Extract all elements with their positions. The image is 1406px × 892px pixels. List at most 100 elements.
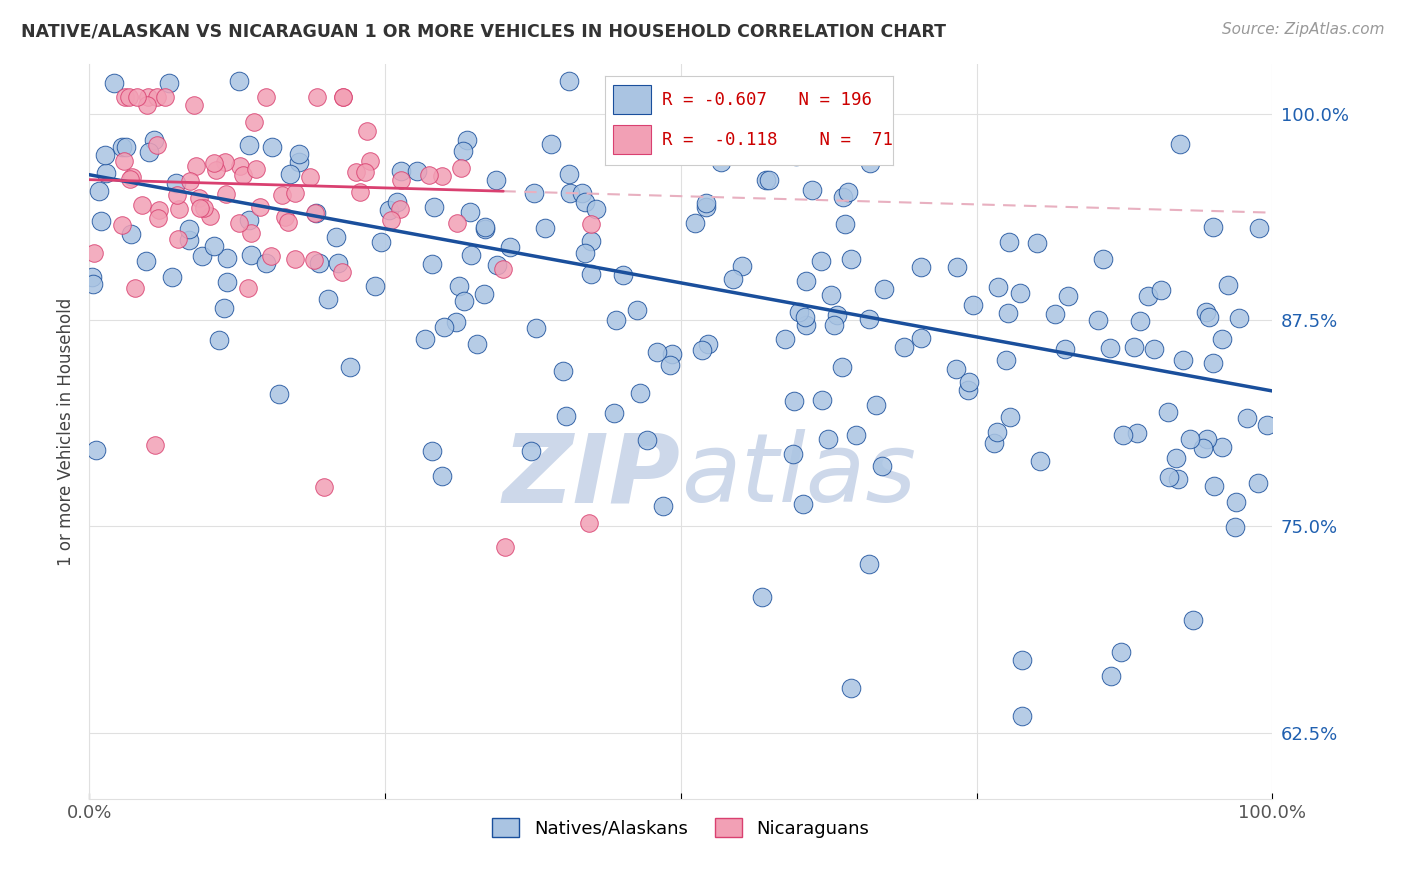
Point <box>370 235 392 250</box>
Point <box>413 332 436 346</box>
Point <box>1180 432 1202 446</box>
Legend: Natives/Alaskans, Nicaraguans: Natives/Alaskans, Nicaraguans <box>485 811 876 845</box>
Point <box>986 425 1008 439</box>
Point <box>1192 441 1215 455</box>
Point <box>1087 312 1109 326</box>
Point <box>232 168 254 182</box>
Point <box>304 205 326 219</box>
Point <box>1000 410 1022 425</box>
Point <box>312 480 335 494</box>
Point <box>794 310 817 324</box>
Point <box>214 155 236 169</box>
Point <box>236 281 259 295</box>
Point <box>254 256 277 270</box>
Point <box>356 124 378 138</box>
Point <box>422 443 444 458</box>
Point <box>1211 332 1233 346</box>
Point <box>659 358 682 372</box>
Point <box>1201 220 1223 235</box>
Point <box>626 303 648 318</box>
Point <box>308 256 330 270</box>
Point <box>1218 278 1240 293</box>
Point <box>121 169 143 184</box>
Point <box>103 76 125 90</box>
Point <box>578 516 600 530</box>
Point <box>423 200 446 214</box>
Text: R = -0.607   N = 196: R = -0.607 N = 196 <box>662 91 872 109</box>
Point <box>339 360 361 375</box>
Point <box>1181 613 1204 627</box>
Point <box>94 148 117 162</box>
Point <box>215 187 238 202</box>
Point <box>1129 314 1152 328</box>
Point <box>359 154 381 169</box>
Point <box>1143 342 1166 356</box>
Point <box>571 186 593 200</box>
Point <box>118 90 141 104</box>
Point <box>758 173 780 187</box>
Point <box>96 166 118 180</box>
Point <box>447 278 470 293</box>
Y-axis label: 1 or more Vehicles in Household: 1 or more Vehicles in Household <box>58 297 75 566</box>
Point <box>785 149 807 163</box>
Point <box>834 217 856 231</box>
Point <box>304 252 326 267</box>
Point <box>695 200 717 214</box>
Point <box>183 97 205 112</box>
Point <box>1168 136 1191 151</box>
Point <box>474 220 496 235</box>
Point <box>661 346 683 360</box>
Point <box>274 211 297 225</box>
Point <box>1092 252 1115 267</box>
Point <box>418 168 440 182</box>
Point <box>318 292 340 306</box>
Point <box>636 433 658 447</box>
Point <box>288 154 311 169</box>
Point <box>146 211 169 225</box>
Point <box>229 159 252 173</box>
Text: R =  -0.118    N =  71: R = -0.118 N = 71 <box>662 131 893 149</box>
Point <box>1054 342 1077 356</box>
Point <box>1211 440 1233 454</box>
Point <box>120 227 142 241</box>
Point <box>492 262 515 277</box>
Point <box>389 164 412 178</box>
Point <box>380 213 402 227</box>
Point <box>166 187 188 202</box>
Point <box>208 333 231 347</box>
Point <box>494 540 516 554</box>
Point <box>678 135 700 149</box>
Point <box>817 432 839 446</box>
Point <box>188 201 211 215</box>
Point <box>839 252 862 266</box>
Point <box>534 221 557 235</box>
Point <box>138 145 160 159</box>
Point <box>794 318 817 333</box>
Point <box>870 458 893 473</box>
Point <box>1099 669 1122 683</box>
Point <box>628 386 651 401</box>
Point <box>523 186 546 200</box>
Point <box>605 313 627 327</box>
Point <box>284 252 307 267</box>
Point <box>406 164 429 178</box>
Point <box>260 249 283 263</box>
Point <box>349 185 371 199</box>
Point <box>524 321 547 335</box>
Point <box>553 364 575 378</box>
Point <box>1112 428 1135 442</box>
Point <box>558 73 581 87</box>
Point <box>998 235 1021 249</box>
Point <box>451 145 474 159</box>
Point <box>228 73 250 87</box>
Point <box>80 269 103 284</box>
Point <box>1125 426 1147 441</box>
Text: ZIP: ZIP <box>503 429 681 522</box>
Point <box>1202 356 1225 370</box>
Point <box>344 165 367 179</box>
Point <box>1043 307 1066 321</box>
Point <box>710 155 733 169</box>
Point <box>245 161 267 176</box>
Point <box>187 191 209 205</box>
Point <box>124 281 146 295</box>
